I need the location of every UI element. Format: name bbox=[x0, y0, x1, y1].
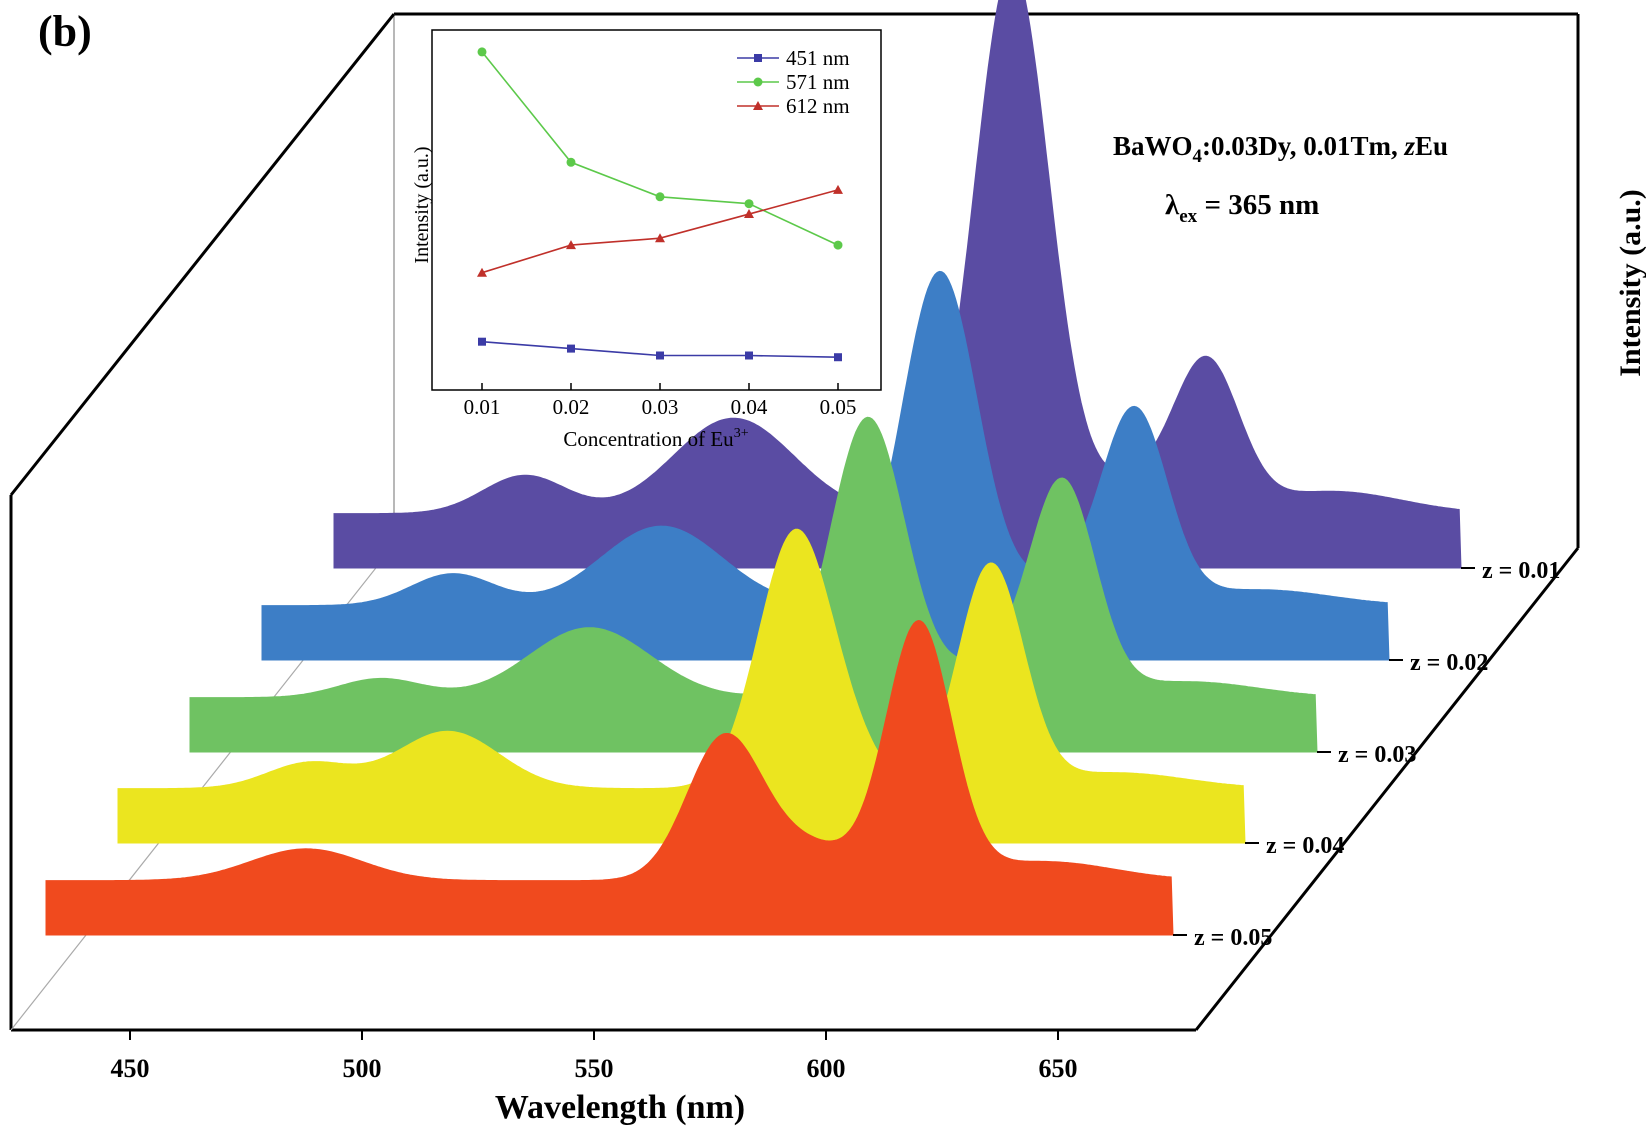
series-label-2: z = 0.04 bbox=[1266, 833, 1344, 859]
legend-marker bbox=[753, 101, 763, 110]
frame-diagonal-top-left bbox=[9, 13, 396, 496]
compound-middle: :0.03Dy, 0.01Tm, bbox=[1202, 131, 1405, 161]
inset-marker bbox=[833, 240, 843, 250]
inset-x-tick-label: 0.03 bbox=[642, 395, 679, 419]
inset-x-axis-title-sup: 3+ bbox=[734, 426, 749, 441]
y-axis-title: Intensity (a.u.) bbox=[1614, 189, 1646, 377]
inset-x-axis-title: Concentration of Eu3+ bbox=[563, 426, 748, 451]
series-label-3: z = 0.03 bbox=[1338, 742, 1416, 768]
inset-marker bbox=[655, 192, 665, 202]
inset-marker bbox=[566, 157, 576, 167]
x-tick-label: 650 bbox=[1039, 1054, 1078, 1083]
compound-label: BaWO4:0.03Dy, 0.01Tm, zEu bbox=[1113, 131, 1448, 167]
inset-marker bbox=[477, 267, 487, 277]
x-tick-label: 550 bbox=[575, 1054, 614, 1083]
frame-diagonal-bottom-right bbox=[1194, 547, 1580, 1031]
inset-marker bbox=[833, 184, 843, 194]
inset-x-tick-label: 0.04 bbox=[731, 395, 768, 419]
x-tick-label: 450 bbox=[111, 1054, 150, 1083]
lambda-value: = 365 nm bbox=[1197, 189, 1319, 221]
series-label-1: z = 0.05 bbox=[1194, 925, 1272, 951]
spectra-group bbox=[45, 0, 1462, 936]
legend-label: 571 nm bbox=[786, 70, 850, 94]
legend-marker bbox=[754, 54, 762, 62]
inset-marker bbox=[567, 344, 575, 353]
compound-prefix: BaWO bbox=[1113, 131, 1193, 161]
x-tick-label: 600 bbox=[807, 1054, 846, 1083]
inset-marker bbox=[566, 240, 576, 250]
spectrum-z005 bbox=[45, 619, 1174, 936]
legend-label: 451 nm bbox=[786, 46, 850, 70]
panel-label: (b) bbox=[38, 7, 92, 56]
inset-marker bbox=[744, 209, 754, 219]
inset-x-tick-label: 0.01 bbox=[464, 395, 501, 419]
x-axis-title: Wavelength (nm) bbox=[495, 1089, 745, 1126]
lambda-symbol: λ bbox=[1165, 189, 1180, 221]
excitation-label: λex = 365 nm bbox=[1165, 189, 1319, 227]
compound-suffix: Eu bbox=[1415, 131, 1448, 161]
compound-variable: z bbox=[1404, 131, 1416, 161]
inset-x-axis-title-text: Concentration of Eu bbox=[563, 427, 734, 451]
lambda-subscript: ex bbox=[1179, 206, 1197, 227]
inset-marker bbox=[655, 233, 665, 243]
series-labels: z = 0.01 z = 0.02 z = 0.03 z = 0.04 z = 0.05 bbox=[1173, 558, 1560, 951]
legend-marker bbox=[753, 77, 763, 87]
compound-subscript: 4 bbox=[1193, 146, 1203, 167]
spectrum-z004 bbox=[117, 528, 1246, 844]
inset-series bbox=[477, 47, 843, 362]
x-tick-label: 500 bbox=[343, 1054, 382, 1083]
inset-y-axis-title: Intensity (a.u.) bbox=[411, 146, 433, 263]
inset-marker bbox=[477, 47, 487, 57]
series-label-5: z = 0.01 bbox=[1482, 558, 1560, 584]
inset-marker bbox=[744, 199, 754, 209]
inset-x-tick-label: 0.02 bbox=[553, 395, 590, 419]
inset-marker bbox=[478, 337, 486, 346]
inset-marker bbox=[656, 351, 664, 360]
series-label-4: z = 0.02 bbox=[1410, 650, 1488, 676]
inset-marker bbox=[834, 353, 842, 362]
inset-marker bbox=[745, 351, 753, 360]
box-frame bbox=[9, 12, 1580, 1032]
inset-x-ticks: 0.01 0.02 0.03 0.04 0.05 bbox=[464, 383, 857, 419]
legend-label: 612 nm bbox=[786, 94, 850, 118]
x-axis: 450 500 550 600 650 bbox=[111, 1030, 1078, 1083]
inset-frame bbox=[431, 29, 882, 391]
inset-x-tick-label: 0.05 bbox=[820, 395, 857, 419]
